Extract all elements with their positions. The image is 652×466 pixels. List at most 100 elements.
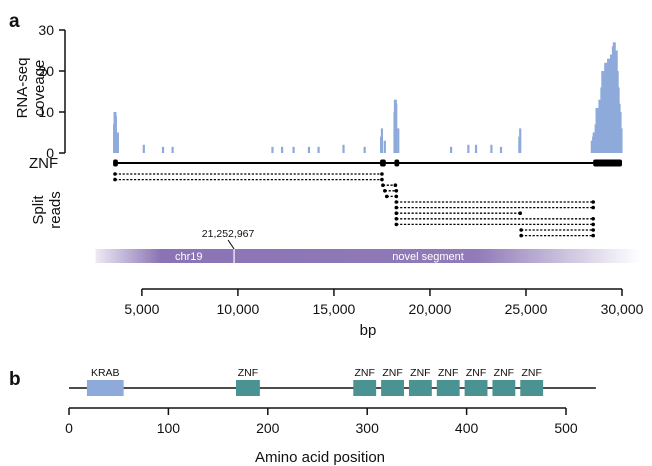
coverage-bar: [598, 99, 602, 153]
coverage-bar: [600, 87, 604, 153]
coverage-bar: [490, 144, 493, 153]
exon: [593, 159, 622, 167]
coverage-bar: [142, 144, 145, 153]
split-read-start: [394, 211, 399, 215]
split-reads: [113, 172, 595, 238]
domain-label: ZNF: [238, 367, 258, 379]
segment-bar: [95, 249, 640, 263]
y-tick-label: 10: [38, 104, 54, 120]
x-tick-label: 30,000: [601, 301, 644, 317]
znf-domain: [520, 380, 544, 396]
split-read-end: [380, 172, 384, 176]
domain-label: ZNF: [355, 367, 375, 379]
split-read-start: [394, 217, 399, 221]
znf-domain: [464, 380, 488, 396]
segment-track: 21,252,967 chr19 novel segment: [95, 228, 640, 263]
coverage-bar: [397, 128, 400, 153]
split-read-end: [591, 228, 595, 232]
coverage-bar: [608, 91, 612, 153]
aa-tick-label: 100: [157, 420, 181, 436]
x-tick-label: 5,000: [124, 301, 159, 317]
coverage-bar: [617, 103, 621, 153]
split-read-start: [394, 200, 399, 204]
split-read-end: [380, 177, 384, 182]
breakpoint-pointer: [227, 239, 235, 250]
panel-b-label: b: [9, 369, 21, 390]
split-read-start: [383, 189, 387, 193]
segment-label-chr19: chr19: [175, 251, 203, 263]
split-read-start: [113, 177, 117, 182]
split-read-start: [519, 228, 523, 232]
split-read-end: [393, 183, 398, 187]
coverage-bar: [592, 132, 596, 153]
domain-label: ZNF: [521, 367, 541, 379]
znf-domain: [436, 380, 460, 396]
coverage-track: [113, 42, 623, 154]
coverage-bar: [292, 146, 295, 153]
bp-x-axis: 5,000 10,000 15,000 20,000 25,000 30,000: [124, 288, 644, 317]
aa-x-axis: 0 100 200 300 400 500: [65, 407, 578, 436]
bp-xlabel: bp: [360, 322, 377, 339]
coverage-bar: [393, 112, 396, 153]
gene-model: [113, 159, 622, 167]
coverage-bar: [604, 62, 608, 153]
coverage-ylabel-line1: RNA-seq: [14, 58, 31, 119]
aa-tick-label: 300: [356, 420, 380, 436]
coverage-ylabel-line2: coveage: [31, 60, 48, 117]
domain-label: KRAB: [91, 367, 120, 379]
znf-domain: [381, 380, 404, 396]
aa-tick-label: 0: [65, 420, 73, 436]
split-read-start: [394, 222, 399, 227]
split-read-start: [381, 183, 385, 187]
split-label-line2: reads: [47, 191, 64, 229]
coverage-bar: [116, 132, 119, 153]
split-read-end: [591, 217, 595, 221]
domain-label: ZNF: [382, 367, 402, 379]
coverage-bar: [474, 144, 478, 153]
aa-tick-label: 200: [256, 420, 280, 436]
split-read-start: [113, 172, 117, 176]
split-read-end: [591, 205, 595, 210]
znf-domain: [492, 380, 516, 396]
split-read-end: [591, 200, 595, 204]
coverage-bar: [113, 124, 116, 153]
split-read-end: [591, 222, 595, 227]
coverage-bar: [114, 116, 117, 153]
coverage-bar: [590, 140, 594, 153]
split-read-end: [394, 189, 399, 193]
coverage-bar: [614, 50, 618, 153]
coverage-y-axis: 0 10 20 30: [38, 22, 66, 161]
coverage-bar: [619, 128, 623, 153]
coverage-bar: [307, 146, 311, 153]
krab-domain: [86, 380, 124, 396]
coverage-bar: [280, 146, 284, 153]
domain-label: ZNF: [466, 367, 486, 379]
coverage-bar: [317, 146, 320, 153]
exon: [380, 159, 386, 167]
split-read-start: [519, 233, 523, 238]
coverage-bar: [363, 146, 366, 153]
coverage-bar: [449, 146, 453, 153]
coverage-bar: [271, 146, 274, 153]
coverage-bar: [395, 103, 398, 153]
breakpoint-label: 21,252,967: [202, 228, 255, 240]
split-read-end: [394, 194, 399, 199]
y-tick-label: 20: [38, 63, 54, 79]
coverage-bar: [611, 46, 615, 153]
coverage-bar: [161, 146, 165, 153]
znf-domain: [235, 380, 260, 396]
panel-a-label: a: [9, 11, 20, 32]
split-label-line1: Split: [30, 195, 47, 225]
coverage-bar: [379, 136, 382, 153]
aa-tick-label: 400: [455, 420, 479, 436]
x-tick-label: 25,000: [505, 301, 548, 317]
split-read-end: [591, 233, 595, 238]
x-tick-label: 10,000: [216, 301, 259, 317]
split-read-start: [394, 205, 399, 210]
coverage-bar: [596, 120, 600, 153]
segment-label-novel: novel segment: [392, 251, 464, 263]
znf-domain: [353, 380, 377, 396]
exon: [394, 159, 400, 167]
split-read-end: [518, 211, 523, 215]
